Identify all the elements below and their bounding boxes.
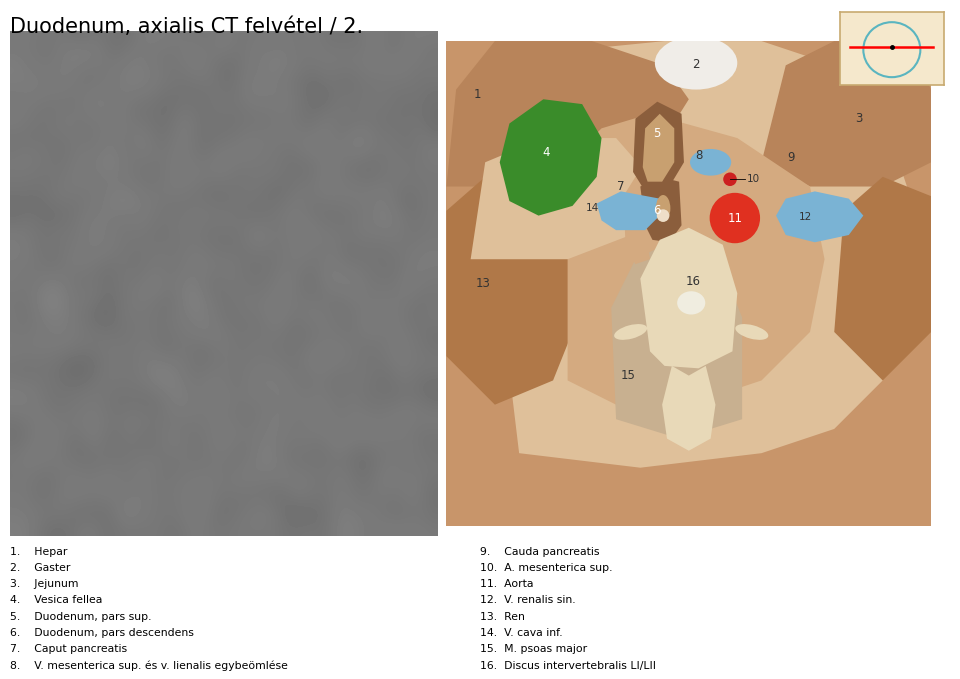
Polygon shape [446,177,582,405]
Polygon shape [623,177,650,264]
Text: 4.    Vesica fellea: 4. Vesica fellea [10,595,102,606]
Text: 2: 2 [692,58,700,71]
Circle shape [709,193,760,243]
Text: 16: 16 [686,274,701,288]
Text: 11: 11 [728,212,742,225]
Text: 15.  M. psoas major: 15. M. psoas major [480,644,588,655]
Text: 2.    Gaster: 2. Gaster [10,563,70,573]
Text: 7: 7 [617,180,625,193]
Text: 9.    Cauda pancreatis: 9. Cauda pancreatis [480,547,599,557]
Polygon shape [662,366,715,451]
Text: 5: 5 [654,127,661,140]
Polygon shape [446,41,931,526]
Ellipse shape [735,324,768,340]
Text: 8: 8 [695,149,702,162]
Text: 10: 10 [747,175,760,184]
Polygon shape [643,114,674,182]
Text: 7.    Caput pancreatis: 7. Caput pancreatis [10,644,127,655]
Ellipse shape [690,149,732,176]
Text: 14.  V. cava inf.: 14. V. cava inf. [480,628,563,638]
Text: 8.    V. mesenterica sup. és v. lienalis egybeömlése: 8. V. mesenterica sup. és v. lienalis eg… [10,661,287,671]
Text: 6: 6 [654,204,661,217]
Polygon shape [761,41,931,187]
Text: 5.    Duodenum, pars sup.: 5. Duodenum, pars sup. [10,612,151,622]
Polygon shape [567,114,825,405]
Text: 4: 4 [542,146,549,159]
Polygon shape [834,177,931,380]
Text: 16.  Discus intervertebralis LI/LII: 16. Discus intervertebralis LI/LII [480,661,656,671]
Text: 3: 3 [854,112,862,125]
Text: 13: 13 [475,277,491,290]
Polygon shape [640,227,737,368]
Polygon shape [612,244,742,439]
Text: 9: 9 [787,151,794,164]
Polygon shape [470,138,650,259]
Circle shape [657,209,669,222]
Ellipse shape [656,195,670,221]
Text: 12: 12 [799,212,812,221]
Polygon shape [495,41,907,468]
Ellipse shape [677,291,706,314]
Ellipse shape [863,22,921,77]
Polygon shape [633,102,684,191]
Text: 15: 15 [621,369,636,382]
Text: Duodenum, axialis CT felvétel / 2.: Duodenum, axialis CT felvétel / 2. [10,17,363,37]
Text: 12.  V. renalis sin.: 12. V. renalis sin. [480,595,576,606]
Polygon shape [446,41,688,187]
Text: 13.  Ren: 13. Ren [480,612,525,622]
Text: 1: 1 [474,88,482,101]
Text: 11.  Aorta: 11. Aorta [480,579,534,589]
Text: 10.  A. mesenterica sup.: 10. A. mesenterica sup. [480,563,612,573]
Polygon shape [500,99,602,216]
Polygon shape [640,177,682,242]
Polygon shape [597,191,662,230]
Text: 1.    Hepar: 1. Hepar [10,547,67,557]
Ellipse shape [614,324,647,340]
Ellipse shape [655,36,737,90]
Text: 3.    Jejunum: 3. Jejunum [10,579,78,589]
Text: 14: 14 [586,203,599,213]
Circle shape [723,172,736,186]
Text: 6.    Duodenum, pars descendens: 6. Duodenum, pars descendens [10,628,194,638]
Polygon shape [776,191,863,242]
